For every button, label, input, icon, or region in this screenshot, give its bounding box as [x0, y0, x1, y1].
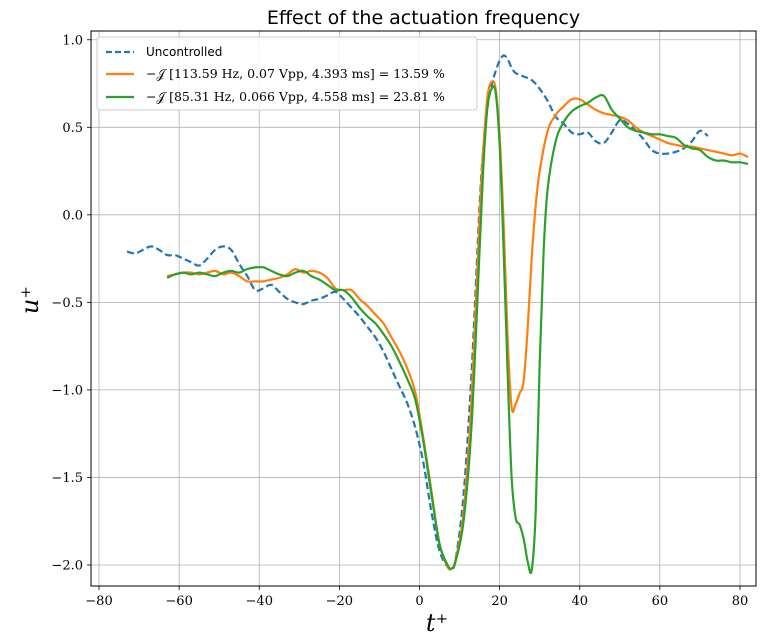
y-tick-label: −0.5 — [51, 296, 83, 311]
x-axis-label: t⁺ — [426, 609, 448, 637]
series-line-85hz — [166, 85, 749, 575]
x-tick-label: −20 — [326, 594, 353, 609]
y-tick-label: 0.5 — [62, 121, 83, 136]
plot-area — [91, 31, 756, 586]
y-axis-label: u⁺ — [16, 286, 44, 314]
series-layer — [126, 54, 749, 575]
legend-label-85hz: −𝒥 [85.31 Hz, 0.066 Vpp, 4.558 ms] = 23.… — [146, 89, 445, 104]
y-tick-label: 1.0 — [62, 33, 83, 48]
legend: Uncontrolled −𝒥 [113.59 Hz, 0.07 Vpp, 4.… — [96, 36, 478, 111]
x-tick-label: −40 — [246, 594, 273, 609]
legend-label-113hz: −𝒥 [113.59 Hz, 0.07 Vpp, 4.393 ms] = 13.… — [146, 66, 445, 81]
y-tick-label: 0.0 — [62, 208, 83, 223]
legend-label-uncontrolled: Uncontrolled — [146, 45, 222, 59]
y-tick-label: −1.0 — [51, 383, 83, 398]
y-tick-label: −2.0 — [51, 558, 83, 573]
x-tick-label: 0 — [415, 594, 423, 609]
plot-frame — [90, 30, 757, 587]
x-tick-label: 20 — [491, 594, 508, 609]
series-line-113hz — [166, 79, 749, 571]
chart-title: Effect of the actuation frequency — [267, 7, 580, 29]
x-tick-label: 80 — [732, 594, 749, 609]
x-tick-label: −80 — [85, 594, 112, 609]
legend-box — [96, 36, 478, 111]
x-tick-label: 40 — [571, 594, 588, 609]
x-tick-label: 60 — [652, 594, 669, 609]
y-tick-label: −1.5 — [51, 471, 83, 486]
series-line-uncontrolled — [126, 54, 709, 571]
x-tick-label: −60 — [165, 594, 192, 609]
axis-ticks: −80 −60 −40 −20 0 20 40 60 80 −2.0 −1.5 −1.0 −0.5 0.0… — [51, 33, 748, 609]
